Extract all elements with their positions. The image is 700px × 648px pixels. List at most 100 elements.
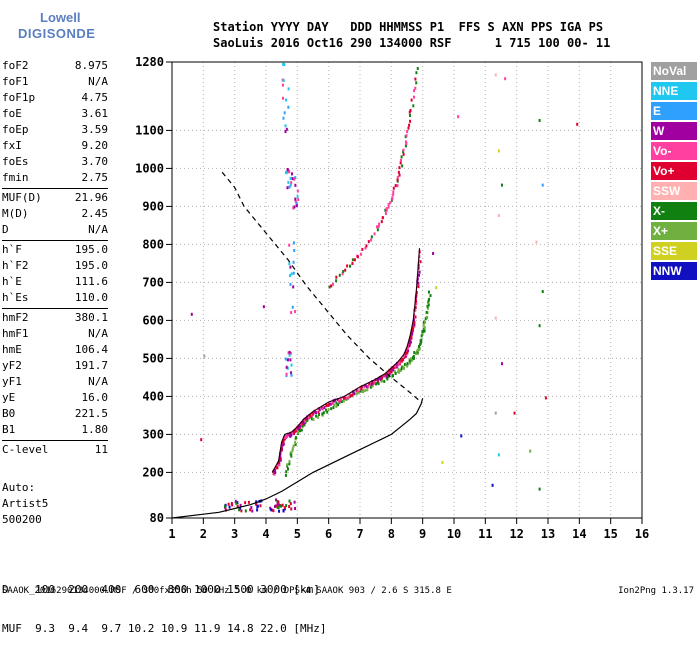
second-hop-point [412, 104, 415, 108]
e-echo-point [240, 509, 243, 513]
noise-point [441, 461, 444, 464]
streak-point [288, 353, 291, 357]
o-echo-point [414, 315, 417, 319]
param-row: B1 1.80 [2, 422, 108, 438]
o-echo-point [274, 471, 277, 475]
streak-point [284, 357, 287, 361]
second-hop-point [387, 203, 390, 207]
e-echo-point [234, 499, 237, 503]
streak-point [294, 199, 297, 203]
o-echo-point [300, 422, 303, 426]
o-echo-point [333, 399, 336, 403]
x-tick-label: 15 [603, 527, 617, 541]
x-tick-label: 8 [388, 527, 395, 541]
x-echo-point [412, 356, 415, 360]
param-separator [2, 308, 108, 309]
x-echo-point [410, 357, 413, 361]
streak-point [287, 351, 290, 355]
param-row: foF1p 4.75 [2, 90, 108, 106]
second-hop-point [349, 264, 352, 268]
param-row: yF2 191.7 [2, 358, 108, 374]
second-hop-point [413, 95, 416, 99]
e-echo-point [238, 508, 241, 512]
x-echo-point [418, 347, 421, 351]
o-echo-point [404, 351, 407, 355]
auto-label: Auto: [2, 481, 36, 494]
x-echo-point [327, 408, 330, 412]
o-echo-point [282, 440, 285, 444]
param-separator [2, 240, 108, 241]
legend-item: W [651, 122, 697, 140]
dashed-profile [221, 171, 422, 403]
o-echo-point [312, 412, 315, 416]
o-echo-point [304, 417, 307, 421]
x-echo-point [294, 441, 297, 445]
second-hop-point [384, 208, 387, 212]
x-echo-point [332, 406, 335, 410]
o-echo-point [353, 392, 356, 396]
x-echo-point [380, 379, 383, 383]
streak-point [284, 130, 287, 134]
e-echo-point [272, 509, 275, 513]
e-echo-point [227, 502, 230, 506]
streak-point [282, 62, 285, 66]
o-echo-point [397, 361, 400, 365]
muf-row: MUF 9.3 9.4 9.7 10.2 10.9 11.9 14.8 22.0… [2, 622, 327, 635]
x-tick-label: 4 [262, 527, 269, 541]
streak-point [294, 176, 297, 180]
polarization-legend: NoVal NNE E W Vo- Vo+ SSW X- X+ SSE NNW [651, 62, 697, 282]
second-hop-point [364, 246, 367, 250]
second-hop-point [396, 175, 399, 179]
o-echo-point [328, 402, 331, 406]
second-hop-point [392, 193, 395, 197]
o-echo-point [307, 414, 310, 418]
o-echo-point [318, 408, 321, 412]
e-echo-point [244, 501, 247, 505]
e-echo-point [270, 508, 273, 512]
x-echo-point [426, 306, 429, 310]
streak-point [286, 186, 289, 190]
o-echo-point [284, 435, 287, 439]
legend-item: NNW [651, 262, 697, 280]
o-echo-point [392, 365, 395, 369]
streak-point [288, 243, 291, 247]
y-tick-label: 80 [150, 511, 164, 525]
o-echo-point [408, 342, 411, 346]
y-tick-label: 1000 [135, 161, 164, 175]
param-name: yF2 [2, 359, 22, 372]
e-echo-point [236, 501, 239, 505]
param-value: 9.20 [81, 139, 109, 152]
second-hop-point [367, 240, 370, 244]
o-echo-point [286, 435, 289, 439]
e-echo-point [276, 505, 279, 509]
param-name: B0 [2, 407, 16, 420]
x-echo-point [416, 348, 419, 352]
x-echo-point [426, 304, 429, 308]
o-echo-point [277, 461, 280, 465]
noise-point [538, 487, 541, 491]
o-echo-point [398, 360, 401, 364]
streak-point [290, 373, 293, 377]
o-echo-point [367, 385, 370, 389]
noise-point [538, 324, 541, 328]
x-echo-point [422, 322, 425, 326]
second-hop-point [396, 178, 399, 182]
o-trace-line [271, 248, 421, 473]
x-echo-point [291, 448, 294, 452]
noise-point [497, 214, 500, 217]
streak-point [289, 351, 292, 355]
param-name: h`F [2, 243, 22, 256]
second-hop-point [376, 228, 379, 232]
o-echo-point [409, 340, 412, 344]
noise-point [432, 252, 435, 255]
x-echo-point [332, 403, 335, 407]
streak-point [283, 63, 286, 67]
o-echo-point [355, 388, 358, 392]
o-echo-point [295, 427, 298, 431]
version-label: Ion2Png 1.3.17 [618, 586, 694, 596]
x-echo-point [417, 345, 420, 349]
param-row: foEs 3.70 [2, 154, 108, 170]
streak-point [282, 116, 285, 120]
streak-point [286, 366, 289, 370]
o-echo-point [302, 420, 305, 424]
